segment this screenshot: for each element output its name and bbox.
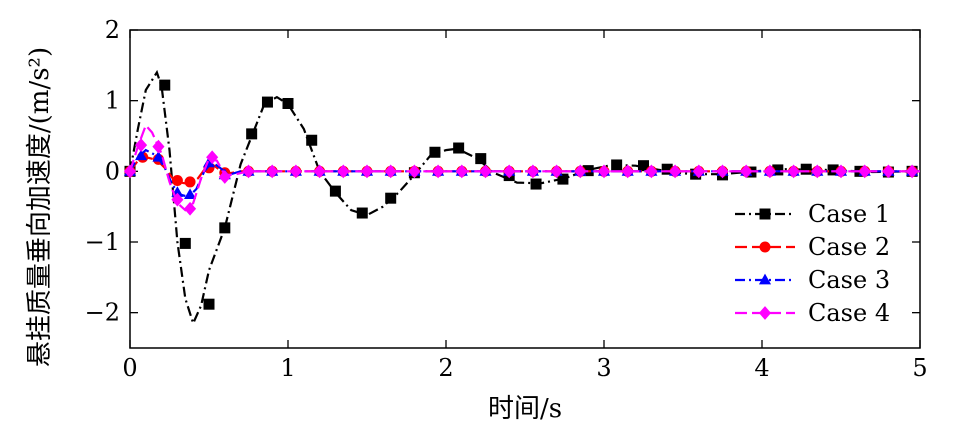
data-point-case-3 [135,149,148,161]
data-point-case-4 [218,170,231,184]
data-point-case-1 [261,96,273,108]
x-tick-label: 4 [754,354,769,382]
data-point-case-4 [455,164,468,179]
data-point-case-1 [800,163,812,175]
data-point-case-4 [135,138,148,153]
data-point-case-1 [661,163,673,175]
data-point-case-1 [203,298,215,310]
data-point-case-1 [638,160,649,172]
legend-marker-case-1 [759,208,771,220]
data-point-case-3 [183,188,197,200]
data-point-case-4 [206,150,219,165]
legend-marker-case-3 [758,273,772,285]
series-case-4 [123,123,920,216]
data-point-case-4 [337,164,350,179]
data-point-case-1 [159,79,171,91]
y-axis-title: 悬挂质量垂向加速度/(m/s²) [25,47,55,367]
data-point-case-1 [282,97,294,109]
legend-label-case-2: Case 2 [808,233,890,261]
data-point-case-4 [692,164,705,179]
data-point-case-3 [152,150,165,162]
y-tick-label: −1 [85,228,120,256]
data-point-case-4 [787,164,800,179]
data-point-case-4 [242,164,255,179]
data-point-case-4 [183,201,197,216]
data-point-case-1 [611,159,623,171]
data-point-case-4 [858,164,871,179]
x-axis-title: 时间/s [488,394,562,424]
legend-item-case-3: Case 3 [735,266,890,294]
data-point-case-1 [306,134,318,146]
legend: Case 1 Case 2 Case 3 Case 4 [735,200,890,327]
data-point-case-4 [669,164,682,179]
x-tick-label: 5 [912,354,927,382]
data-point-case-1 [772,164,784,176]
legend-marker-case-4 [758,306,772,320]
legend-item-case-1: Case 1 [735,200,890,228]
data-point-case-4 [550,164,563,179]
series-case-1 [124,69,921,327]
plot-frame [129,29,921,349]
data-point-case-4 [621,164,634,179]
data-point-case-4 [763,164,776,179]
data-point-case-4 [882,164,895,179]
legend-label-case-3: Case 3 [808,266,890,294]
data-point-case-4 [289,164,302,179]
data-point-case-4 [313,164,326,179]
data-point-case-4 [432,164,445,179]
data-point-case-1 [179,237,191,249]
data-point-case-4 [266,164,279,179]
data-point-case-1 [429,146,441,158]
x-tick-label: 0 [122,354,137,382]
data-point-case-2 [171,175,183,187]
data-point-case-4 [171,192,184,207]
data-point-case-4 [526,164,539,179]
data-point-case-1 [219,222,231,234]
data-point-case-4 [408,164,421,179]
data-point-case-1 [329,185,341,197]
legend-label-case-4: Case 4 [808,299,890,327]
data-point-case-1 [356,207,368,219]
data-point-case-4 [740,164,753,179]
legend-label-case-1: Case 1 [808,200,890,228]
data-point-case-4 [597,164,611,179]
data-point-case-4 [123,164,137,179]
data-point-case-4 [811,164,824,179]
data-point-case-1 [827,164,839,176]
data-point-case-1 [475,153,487,165]
data-point-case-4 [834,164,848,179]
data-point-case-1 [246,128,258,140]
data-point-case-4 [574,164,587,179]
legend-item-case-4: Case 4 [735,299,890,327]
data-point-case-4 [384,164,397,179]
legend-marker-case-2 [759,241,771,253]
data-point-case-4 [906,164,919,179]
data-point-case-1 [385,192,397,204]
plot-area: 0 1 2 3 4 5 −2 −1 0 1 2 [85,16,928,382]
data-point-case-4 [479,164,492,179]
data-point-case-1 [453,142,465,154]
y-tick-label: 0 [105,157,120,185]
data-point-case-1 [557,173,569,185]
y-tick-label: 2 [105,16,120,44]
series-line-case-1 [128,69,921,327]
y-tick-label: −2 [85,299,120,327]
legend-item-case-2: Case 2 [735,233,890,261]
x-tick-label: 2 [438,354,453,382]
series-case-3 [123,148,920,200]
data-point-case-2 [184,176,196,188]
data-point-case-1 [530,178,542,190]
data-point-case-4 [716,164,729,179]
data-point-case-4 [503,164,516,179]
x-tick-label: 3 [596,354,611,382]
data-point-case-4 [360,164,374,179]
data-point-case-4 [152,139,165,154]
y-tick-label: 1 [105,87,120,115]
x-tick-label: 1 [280,354,295,382]
data-point-case-4 [645,164,658,179]
